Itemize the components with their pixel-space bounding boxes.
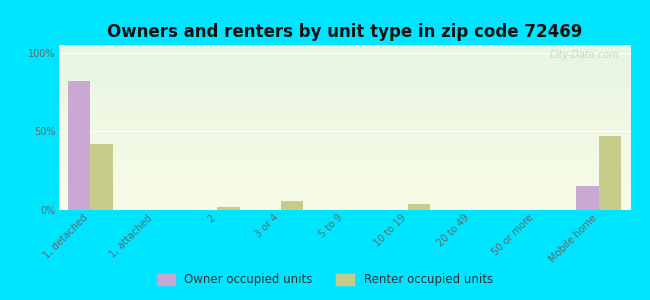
Bar [599, 136, 621, 210]
Text: City-Data.com: City-Data.com [549, 50, 619, 60]
Title: Owners and renters by unit type in zip code 72469: Owners and renters by unit type in zip c… [107, 23, 582, 41]
Bar [68, 81, 90, 210]
Bar [281, 201, 303, 210]
Bar [408, 204, 430, 210]
Bar [90, 144, 112, 210]
Bar [217, 207, 240, 210]
Bar [577, 186, 599, 210]
Legend: Owner occupied units, Renter occupied units: Owner occupied units, Renter occupied un… [153, 269, 497, 291]
